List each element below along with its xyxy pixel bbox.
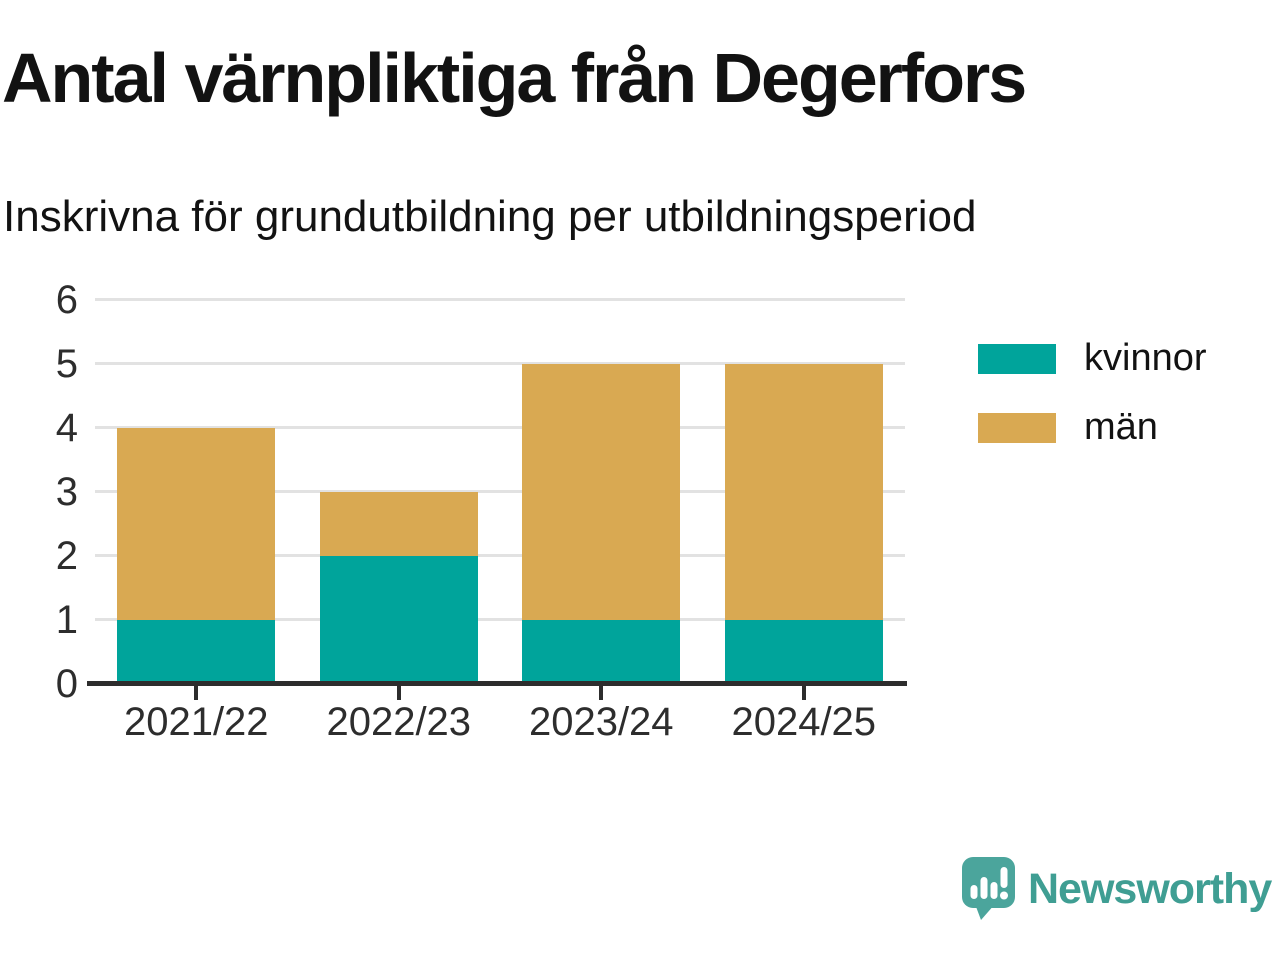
x-tick-label-2024/25: 2024/25 — [731, 700, 877, 744]
bar-segment-män-2024/25 — [724, 364, 883, 620]
x-tick-2021/22 — [194, 686, 199, 700]
x-tick-2022/23 — [396, 686, 401, 700]
x-tick-2023/24 — [599, 686, 604, 700]
stacked-bar-2023/24 — [522, 300, 681, 684]
y-tick-label-6: 6 — [55, 278, 78, 322]
bar-segment-kvinnor-2022/23 — [319, 556, 478, 684]
grid-line-1 — [95, 618, 905, 621]
x-tick-label-2022/23: 2022/23 — [326, 700, 472, 744]
bar-slot-2024/25 — [703, 300, 906, 700]
legend-swatch-män — [978, 412, 1056, 443]
bar-segment-män-2022/23 — [319, 492, 478, 556]
x-tick-label-2021/22: 2021/22 — [123, 700, 269, 744]
bar-slot-2021/22 — [95, 300, 298, 700]
y-tick-label-3: 3 — [55, 470, 78, 514]
y-tick-label-4: 4 — [55, 406, 78, 450]
newsworthy-logo-icon — [962, 857, 1015, 920]
x-axis-line — [87, 681, 907, 686]
newsworthy-logo-text: Newsworthy — [1028, 864, 1272, 913]
y-tick-label-0: 0 — [55, 662, 78, 706]
bar-segment-kvinnor-2021/22 — [117, 620, 276, 684]
legend-item-män: män — [978, 406, 1207, 449]
stacked-bar-2021/22 — [117, 300, 276, 684]
bar-segment-män-2021/22 — [117, 428, 276, 620]
stacked-bar-2024/25 — [724, 300, 883, 684]
legend-label-kvinnor: kvinnor — [1084, 337, 1207, 379]
newsworthy-logo: Newsworthy — [960, 856, 1272, 922]
legend-item-kvinnor: kvinnor — [978, 337, 1207, 380]
page-subtitle: Inskrivna för grundutbildning per utbild… — [3, 192, 977, 241]
legend: kvinnor män — [978, 337, 1207, 475]
bar-segment-kvinnor-2024/25 — [724, 620, 883, 684]
bar-segment-män-2023/24 — [522, 364, 681, 620]
page-title: Antal värnpliktiga från Degerfors — [2, 39, 1027, 117]
stacked-bar-2022/23 — [319, 300, 478, 684]
x-axis-labels: 2021/22 2022/23 2023/24 2024/25 — [95, 700, 905, 745]
plot-area — [87, 298, 907, 700]
bar-slot-2022/23 — [298, 300, 501, 700]
legend-label-män: män — [1084, 406, 1158, 448]
bar-segment-kvinnor-2023/24 — [522, 620, 681, 684]
x-tick-label-2023/24: 2023/24 — [528, 700, 674, 744]
y-tick-label-2: 2 — [55, 534, 78, 578]
y-tick-label-1: 1 — [55, 598, 78, 642]
grid-line-5 — [95, 362, 905, 365]
grid-line-2 — [95, 554, 905, 557]
legend-swatch-kvinnor — [978, 343, 1056, 374]
grid-line-6 — [95, 298, 905, 301]
x-tick-2024/25 — [801, 686, 806, 700]
grid-line-3 — [95, 490, 905, 493]
y-tick-label-5: 5 — [55, 342, 78, 386]
bar-slot-2023/24 — [500, 300, 703, 700]
bars-container — [95, 300, 906, 700]
grid-line-4 — [95, 426, 905, 429]
